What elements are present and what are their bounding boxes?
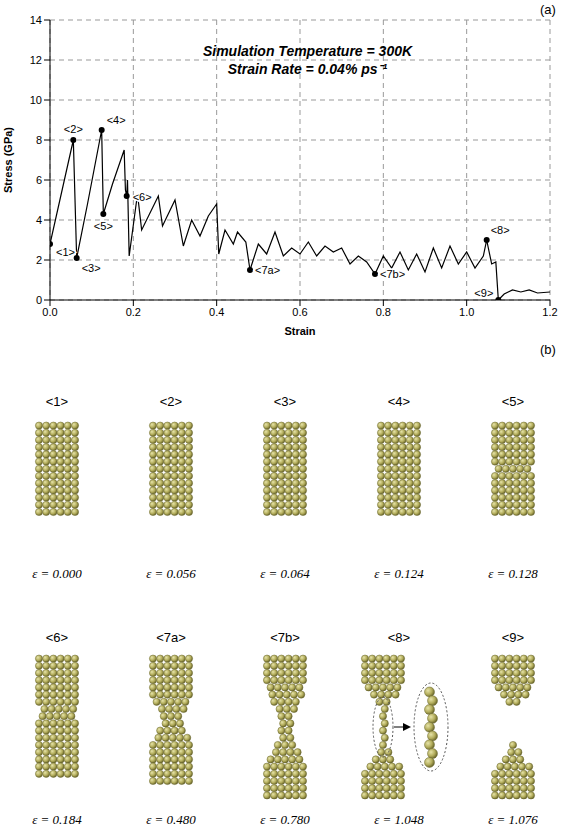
svg-text:0.6: 0.6 xyxy=(292,306,307,318)
svg-text:ε = 0.480: ε = 0.480 xyxy=(146,812,196,827)
svg-text:<6>: <6> xyxy=(133,191,152,203)
svg-text:8: 8 xyxy=(36,134,42,146)
svg-text:<6>: <6> xyxy=(46,630,68,645)
svg-text:ε = 0.128: ε = 0.128 xyxy=(488,566,538,581)
svg-text:0: 0 xyxy=(36,294,42,306)
svg-text:1.0: 1.0 xyxy=(459,306,474,318)
svg-text:14: 14 xyxy=(30,14,42,26)
html-text:Strain Rate = 0.04% ps⁻¹: Strain Rate = 0.04% ps⁻¹ xyxy=(227,61,388,77)
svg-text:<2>: <2> xyxy=(160,394,182,409)
svg-text:0.2: 0.2 xyxy=(126,306,141,318)
svg-text:ε = 0.184: ε = 0.184 xyxy=(32,812,82,827)
svg-text:ε = 1.076: ε = 1.076 xyxy=(488,812,538,827)
svg-text:<4>: <4> xyxy=(388,394,410,409)
svg-text:<1>: <1> xyxy=(46,394,68,409)
svg-text:10: 10 xyxy=(30,94,42,106)
svg-text:(b): (b) xyxy=(540,342,556,357)
svg-text:0.4: 0.4 xyxy=(209,306,224,318)
svg-text:<7b>: <7b> xyxy=(270,630,300,645)
svg-text:ε = 0.000: ε = 0.000 xyxy=(32,566,82,581)
svg-text:<5>: <5> xyxy=(94,220,113,232)
svg-text:<7b>: <7b> xyxy=(380,268,405,280)
svg-text:<7a>: <7a> xyxy=(156,630,186,645)
svg-text:ε = 1.048: ε = 1.048 xyxy=(374,812,424,827)
svg-text:<8>: <8> xyxy=(491,224,510,236)
svg-text:ε = 0.124: ε = 0.124 xyxy=(374,566,424,581)
svg-text:<3>: <3> xyxy=(274,394,296,409)
html-text:Simulation Temperature = 300K: Simulation Temperature = 300K xyxy=(202,43,413,59)
svg-text:<4>: <4> xyxy=(107,114,126,126)
svg-text:ε = 0.780: ε = 0.780 xyxy=(260,812,310,827)
svg-text:<8>: <8> xyxy=(388,630,410,645)
svg-text:12: 12 xyxy=(30,54,42,66)
svg-text:Strain: Strain xyxy=(284,325,315,337)
svg-text:ε = 0.064: ε = 0.064 xyxy=(260,566,310,581)
svg-text:<9>: <9> xyxy=(474,287,493,299)
svg-text:2: 2 xyxy=(36,254,42,266)
svg-text:0.8: 0.8 xyxy=(376,306,391,318)
svg-text:6: 6 xyxy=(36,174,42,186)
svg-text:1.2: 1.2 xyxy=(542,306,557,318)
svg-text:<2>: <2> xyxy=(64,123,83,135)
svg-text:ε = 0.056: ε = 0.056 xyxy=(146,566,196,581)
svg-text:<1>: <1> xyxy=(56,246,75,258)
svg-text:Stress (GPa): Stress (GPa) xyxy=(2,127,14,193)
svg-text:<7a>: <7a> xyxy=(255,264,280,276)
svg-text:<5>: <5> xyxy=(502,394,524,409)
svg-text:0.0: 0.0 xyxy=(42,306,57,318)
svg-text:<9>: <9> xyxy=(502,630,524,645)
svg-text:4: 4 xyxy=(36,214,42,226)
svg-text:<3>: <3> xyxy=(82,262,101,274)
html-text:(a): (a) xyxy=(540,2,556,17)
